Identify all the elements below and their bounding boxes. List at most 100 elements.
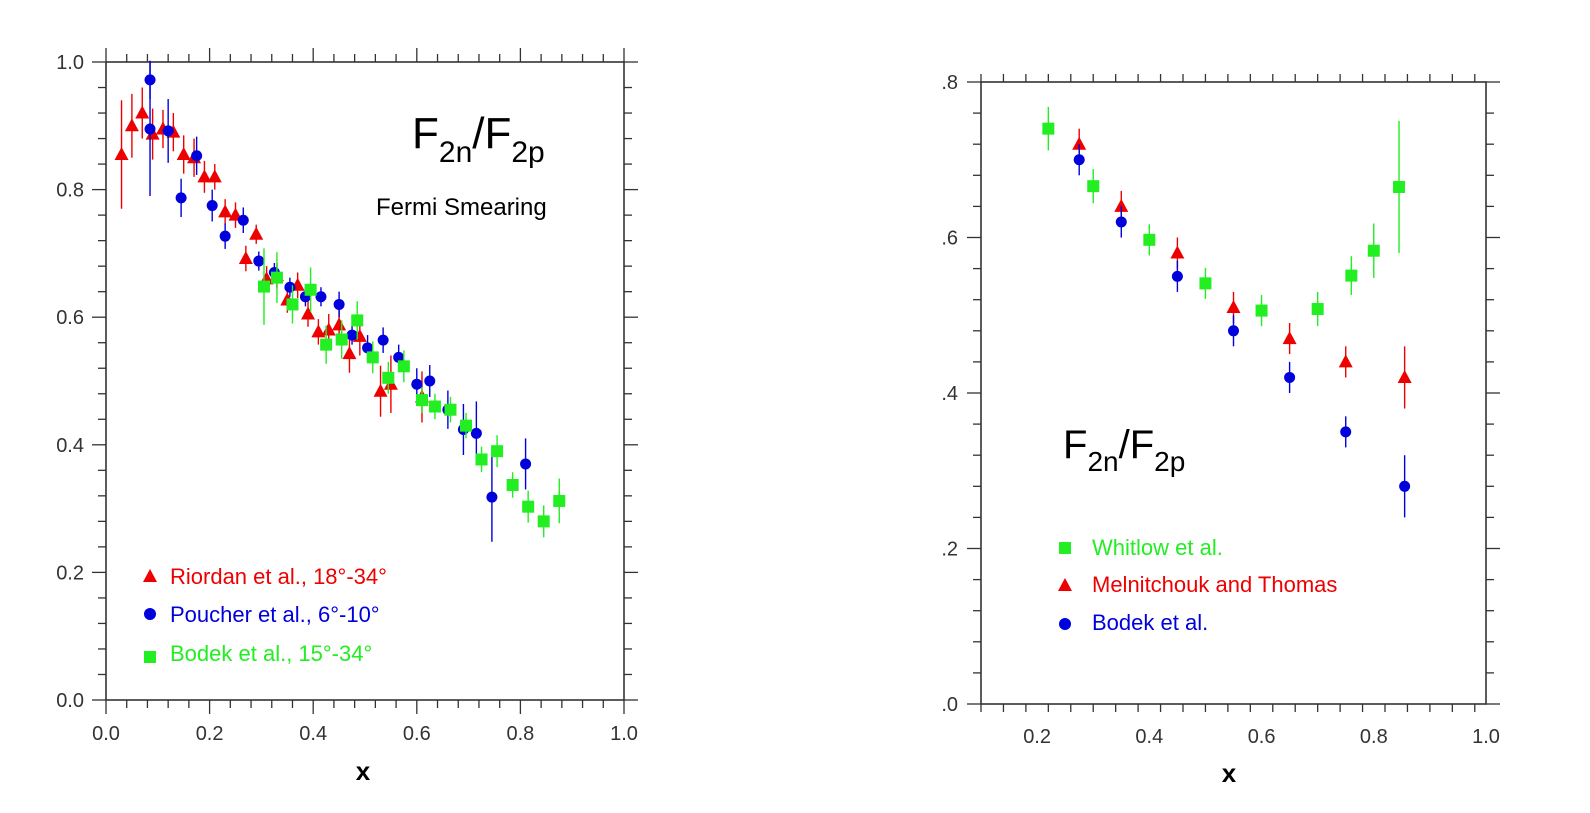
- data-point-square: [1367, 244, 1380, 257]
- data-point-triangle: [1338, 354, 1353, 368]
- data-point-square: [506, 478, 519, 491]
- data-point-square: [351, 314, 364, 327]
- data-point-triangle: [135, 105, 150, 119]
- data-point-triangle: [114, 147, 129, 161]
- data-point-triangle: [176, 147, 191, 161]
- data-point-circle: [1284, 371, 1296, 383]
- data-point-triangle: [332, 317, 347, 331]
- data-point-square: [1087, 180, 1100, 193]
- left-legend: Riordan et al., 18°-34° Poucher et al., …: [143, 564, 387, 666]
- right-ytick-label: .6: [941, 228, 958, 250]
- left-ytick-label: 0.6: [56, 307, 84, 329]
- data-point-circle: [486, 491, 498, 503]
- data-point-triangle: [1397, 369, 1412, 383]
- data-point-square: [335, 333, 348, 346]
- data-point-square: [382, 371, 395, 384]
- right-legend: Whitlow et al. Melnitchouk and Thomas Bo…: [1058, 535, 1337, 635]
- legend-label: Bodek et al.: [1092, 610, 1208, 635]
- data-point-circle: [191, 150, 203, 162]
- legend-label: Poucher et al., 6°-10°: [170, 602, 380, 627]
- data-point-circle: [333, 298, 345, 310]
- right-xtick-label: 0.6: [1248, 726, 1276, 748]
- data-point-circle: [470, 427, 482, 439]
- right-ytick-label: .2: [941, 539, 958, 561]
- data-point-circle: [206, 200, 218, 212]
- data-point-triangle: [238, 251, 253, 265]
- data-point-square: [257, 280, 270, 293]
- data-point-square: [320, 338, 333, 351]
- data-point-triangle: [352, 328, 367, 342]
- data-point-triangle: [218, 204, 233, 218]
- data-point-square: [270, 271, 283, 284]
- left-data-marks: [114, 60, 566, 542]
- data-point-triangle: [207, 169, 222, 183]
- right-xtick-label: 0.2: [1023, 726, 1051, 748]
- data-point-circle: [393, 351, 405, 363]
- right-plot-frame: [980, 81, 1487, 705]
- data-point-square: [1199, 277, 1212, 290]
- left-ytick-label: 0.2: [56, 562, 84, 584]
- left-xtick-label: 0.2: [196, 723, 224, 745]
- right-ytick-label: .8: [941, 72, 958, 94]
- legend-label: Melnitchouk and Thomas: [1092, 572, 1337, 597]
- data-point-circle: [315, 291, 327, 303]
- data-point-square: [444, 403, 457, 416]
- data-point-square: [1311, 303, 1324, 316]
- right-x-axis-title: x: [1222, 758, 1237, 788]
- legend-triangle-marker: [143, 569, 157, 582]
- left-ytick-label: 0.0: [56, 690, 84, 712]
- data-point-circle: [424, 375, 436, 387]
- legend-circle-marker: [1059, 618, 1071, 630]
- data-point-circle: [411, 378, 423, 390]
- right-xtick-label: 1.0: [1472, 726, 1500, 748]
- left-ytick-label: 0.8: [56, 180, 84, 202]
- right-ytick-label: .4: [941, 383, 958, 405]
- data-point-triangle: [1114, 198, 1129, 212]
- data-point-square: [1143, 233, 1156, 246]
- data-point-triangle: [342, 346, 357, 360]
- data-point-square: [415, 394, 428, 407]
- data-point-circle: [144, 123, 156, 135]
- data-point-triangle: [1226, 299, 1241, 313]
- left-xtick-label: 0.8: [506, 723, 534, 745]
- data-point-triangle: [124, 118, 139, 132]
- legend-circle-marker: [144, 608, 156, 620]
- legend-square-marker: [144, 651, 156, 663]
- left-plot-frame: [105, 61, 625, 701]
- data-point-square: [1345, 269, 1358, 282]
- legend-square-marker: [1059, 542, 1071, 554]
- data-point-circle: [362, 342, 374, 354]
- left-panel: 0.0 0.2 0.4 0.6 0.8 1.0 0.0 0.2 0.4 0.6 …: [56, 48, 638, 786]
- legend-triangle-marker: [1058, 578, 1072, 591]
- right-data-marks: [1042, 106, 1412, 518]
- data-point-circle: [377, 334, 389, 346]
- left-ytick-label: 0.4: [56, 435, 84, 457]
- data-point-triangle: [1072, 136, 1087, 150]
- left-xtick-label: 0.0: [92, 723, 120, 745]
- left-x-axis-title: x: [356, 756, 371, 786]
- data-point-square: [491, 445, 504, 458]
- data-point-square: [366, 351, 379, 364]
- data-point-triangle: [1170, 245, 1185, 259]
- data-point-triangle: [321, 322, 336, 336]
- left-xtick-label: 0.4: [299, 723, 327, 745]
- right-ytick-label: .0: [941, 694, 958, 716]
- data-point-triangle: [301, 306, 316, 320]
- data-point-circle: [520, 458, 532, 470]
- data-point-triangle: [373, 383, 388, 397]
- data-point-circle: [162, 125, 174, 137]
- right-ticks: [967, 74, 1500, 712]
- data-point-square: [304, 283, 317, 296]
- data-point-triangle: [197, 169, 212, 183]
- data-point-circle: [237, 214, 249, 226]
- data-point-triangle: [249, 226, 264, 240]
- data-point-square: [460, 419, 473, 432]
- data-point-circle: [1115, 216, 1127, 228]
- left-ytick-label: 1.0: [56, 52, 84, 74]
- data-point-circle: [1228, 325, 1239, 337]
- data-point-circle: [284, 281, 296, 293]
- legend-label: Whitlow et al.: [1092, 535, 1223, 560]
- data-point-triangle: [311, 324, 326, 338]
- right-chart-title: F2n/F2p: [1063, 423, 1185, 477]
